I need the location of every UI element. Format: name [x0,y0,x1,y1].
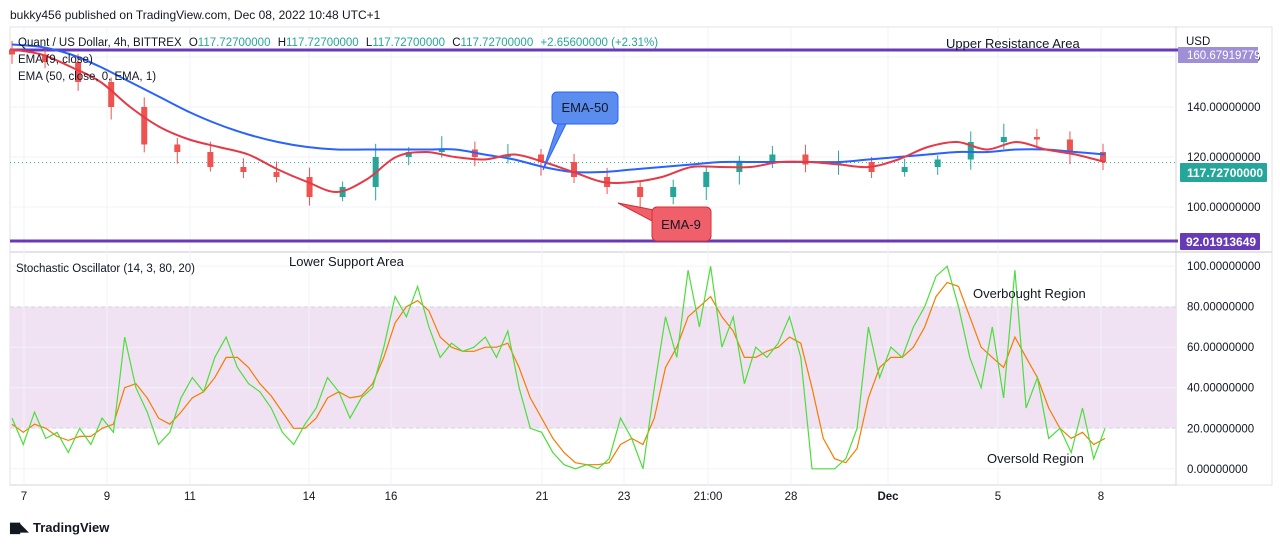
time-grid [23,27,1102,485]
svg-text:117.72700000: 117.72700000 [1187,166,1263,180]
time-tick-label: 5 [995,491,1001,503]
support-price-tag: 92.01913649 [1180,233,1260,250]
stochastic-tick-label: 60.00000000 [1187,342,1254,354]
ema9-line [11,48,1106,194]
resistance-price-tag: 160.67919779 [1178,47,1261,63]
low-value: 117.72700000 [372,37,445,49]
change-value: +2.65600000 (+2.31%) [540,37,658,49]
candle-body [802,154,809,165]
candle-body [42,54,49,62]
candle-body [835,162,842,165]
price-tick-label: 100.00000000 [1187,202,1261,214]
time-tick-label: 11 [184,491,196,503]
support-resistance-levels [10,48,1178,243]
stochastic-tick-label: 20.00000000 [1187,423,1254,435]
current-price-tag: 117.72700000 [1180,163,1267,182]
ema50-callout: EMA-50 [542,91,619,171]
ema50-line [11,43,1106,174]
price-axis: 100.00000000 120.00000000 140.00000000 160.… [1187,52,1261,214]
candle-body [438,149,445,152]
ema-lines [11,43,1106,194]
tradingview-logo[interactable]: ▆◣ TradingView [10,519,109,535]
price-legend: Quant / US Dollar, 4h, BITTREX O117.7270… [16,37,658,275]
stochastic-tick-label: 80.00000000 [1187,302,1254,314]
symbol-label: Quant / US Dollar, 4h, BITTREX [18,37,182,49]
close-value: 117.72700000 [461,37,534,49]
ema50-legend: EMA (50, close, 0, EMA, 1) [18,71,156,83]
candle-body [670,187,677,197]
stochastic-k-line [11,265,1106,470]
candle-body [537,154,544,162]
tradingview-logo-icon: ▆◣ [10,519,29,534]
stochastic-tick-label: 40.00000000 [1187,383,1254,395]
candle-body [306,177,313,197]
candle-body [1100,152,1106,162]
stochastic-band-fill [10,306,1176,429]
price-tick-label: 120.00000000 [1187,152,1261,164]
chart-frame [9,26,1273,486]
stochastic-tick-label: 0.00000000 [1187,464,1248,476]
candle-body [240,167,247,172]
candle-body [703,172,710,187]
publish-info: bukky456 published on TradingView.com, D… [10,8,381,22]
time-tick-label: 21 [536,491,549,503]
time-tick-label: 23 [618,491,631,503]
candle-body [174,144,181,152]
time-axis: 7 9 11 14 16 21 23 21:00 28 Dec 5 8 [21,491,1104,503]
candle-body [571,162,578,177]
time-tick-label: 21:00 [694,491,723,503]
time-tick-label: 28 [785,491,798,503]
price-tick-label: 140.00000000 [1187,102,1261,114]
candle-body [273,172,280,177]
time-tick-label: 16 [385,491,398,503]
candle-body [75,62,82,82]
candle-body [108,82,115,107]
candle-body [1000,137,1007,142]
ema50-callout-label: EMA-50 [562,100,609,115]
stochastic-tick-label: 100.00000000 [1187,261,1261,273]
tradingview-brand-label: TradingView [33,519,110,535]
candle-body [1066,139,1073,152]
time-tick-label: Dec [877,491,899,503]
candle-body [9,49,15,55]
stochastic-legend: Stochastic Oscillator (14, 3, 80, 20) [16,263,195,275]
candle-body [934,159,941,167]
stochastic-lines [11,265,1106,470]
overbought-label: Overbought Region [973,286,1086,301]
lower-support-label: Lower Support Area [289,254,405,269]
upper-resistance-label: Upper Resistance Area [946,36,1080,51]
time-tick-label: 9 [104,491,110,503]
svg-text:92.01913649: 92.01913649 [1186,235,1256,249]
high-value: 117.72700000 [286,37,359,49]
ema9-callout: EMA-9 [617,202,712,242]
time-tick-label: 8 [1098,491,1104,503]
candle-body [637,187,644,197]
candle-body [901,167,908,172]
candle-body [207,152,214,167]
candle-body [405,152,412,157]
stochastic-band [10,265,1176,470]
candle-body [141,107,148,145]
stochastic-d-line [11,281,1106,466]
candle-body [967,142,974,160]
candle-body [1033,137,1040,140]
svg-text:160.67919779: 160.67919779 [1187,50,1261,62]
stochastic-axis: 0.00000000 20.00000000 40.00000000 60.00000… [1187,261,1261,476]
oversold-label: Oversold Region [987,451,1084,466]
price-grid [10,56,1176,208]
ema9-legend: EMA (9, close) [18,54,93,66]
ema9-callout-label: EMA-9 [661,217,701,232]
currency-label: USD [1186,36,1210,48]
time-tick-label: 7 [21,491,27,503]
open-value: 117.72700000 [198,37,271,49]
svg-text:Quant / US Dollar, 4h, BITTREX: Quant / US Dollar, 4h, BITTREX O117.7270… [18,37,658,49]
candle-body [769,154,776,162]
time-tick-label: 14 [303,491,316,503]
